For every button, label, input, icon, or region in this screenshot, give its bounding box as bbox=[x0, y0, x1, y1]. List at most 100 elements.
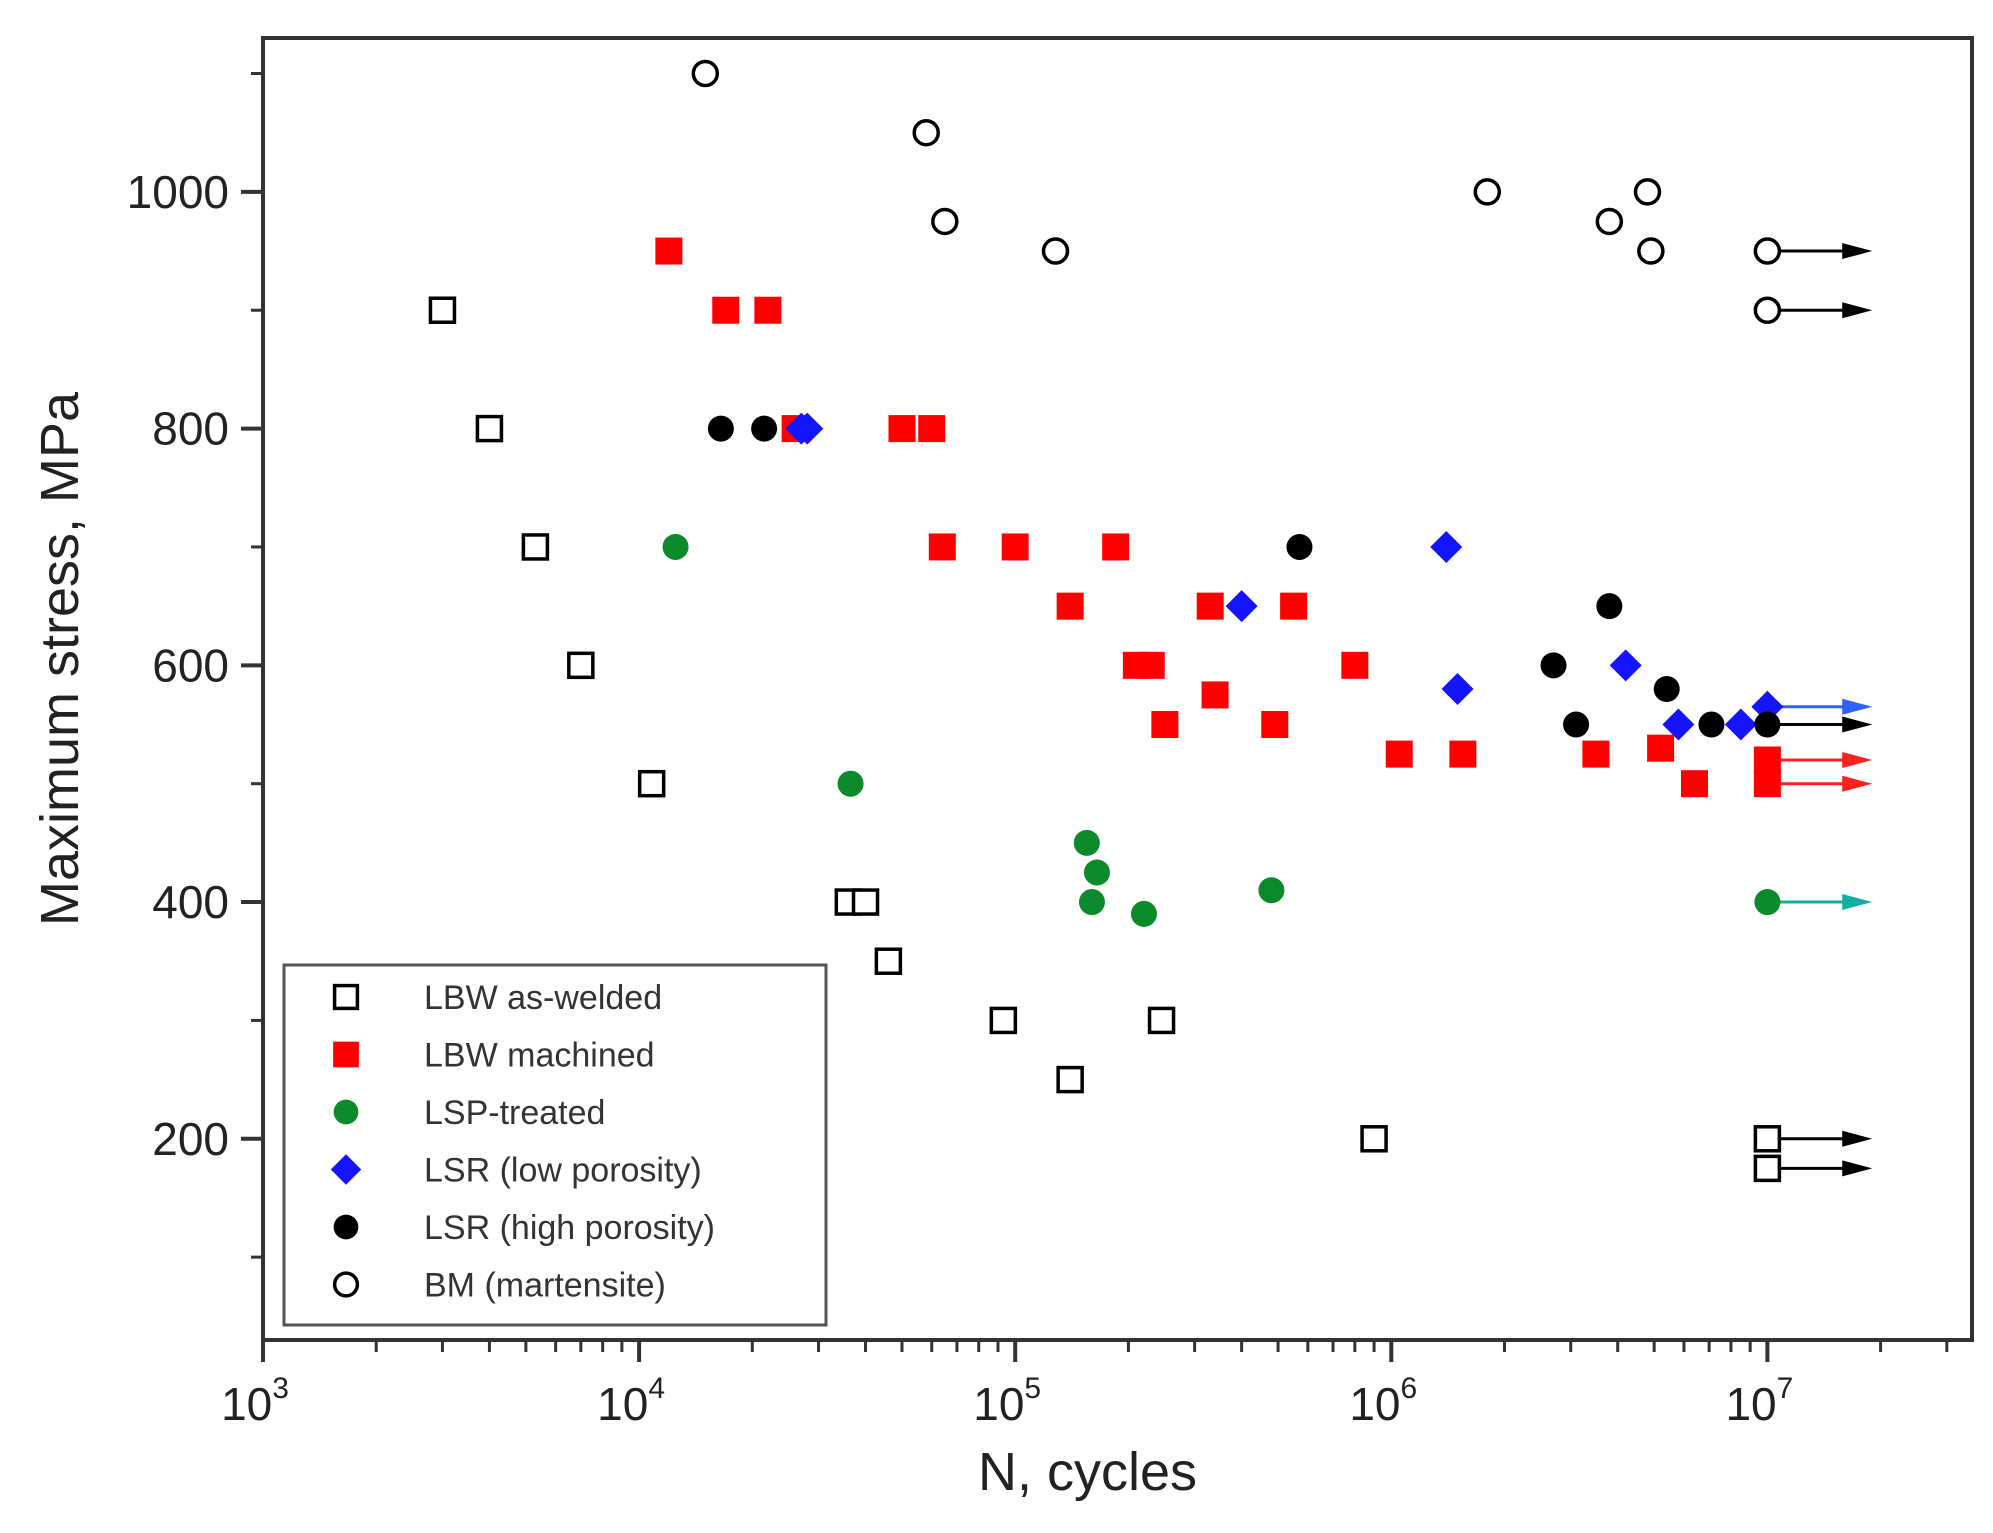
legend-label-lsr-high-porosity: LSR (high porosity) bbox=[424, 1209, 715, 1247]
x-tick-label: 105 bbox=[973, 1372, 1041, 1430]
y-tick-label: 600 bbox=[152, 639, 229, 691]
legend-label-lbw-as-welded: LBW as-welded bbox=[424, 979, 662, 1017]
runout-arrowhead bbox=[1842, 698, 1873, 715]
data-point-lbw-machined bbox=[712, 296, 740, 324]
x-tick-label: 103 bbox=[221, 1372, 289, 1430]
data-point-bm-martensite bbox=[931, 207, 959, 236]
legend-label-lsr-low-porosity: LSR (low porosity) bbox=[424, 1152, 702, 1190]
y-tick-label: 200 bbox=[152, 1113, 229, 1165]
legend-marker-lsr-low-porosity bbox=[330, 1154, 362, 1185]
legend-box bbox=[282, 963, 828, 1327]
legend-label-bm-martensite: BM (martensite) bbox=[424, 1267, 666, 1305]
data-point-lbw-as-welded bbox=[521, 533, 550, 561]
data-point-lsp-treated bbox=[837, 770, 864, 797]
runout-arrowhead bbox=[1842, 1160, 1873, 1177]
y-tick-label: 400 bbox=[152, 876, 229, 928]
data-point-lsr-high-porosity bbox=[707, 415, 734, 442]
data-point-lsr-low-porosity bbox=[791, 412, 824, 445]
data-point-lsr-low-porosity bbox=[1609, 649, 1642, 682]
data-point-bm-martensite bbox=[1637, 237, 1665, 265]
data-point-lbw-machined bbox=[1680, 770, 1708, 798]
data-point-lbw-machined bbox=[1102, 533, 1130, 561]
runout-arrows bbox=[1767, 243, 1873, 1177]
x-axis-title: N, cycles bbox=[978, 1442, 1197, 1502]
x-tick-label: 107 bbox=[1725, 1372, 1793, 1430]
data-point-lbw-machined bbox=[1582, 740, 1610, 768]
data-point-bm-martensite bbox=[1473, 178, 1502, 206]
data-point-lbw-machined bbox=[1056, 592, 1084, 620]
data-point-lsp-treated bbox=[1083, 859, 1110, 886]
data-point-bm-martensite bbox=[1633, 178, 1662, 206]
data-point-lbw-machined bbox=[928, 533, 956, 561]
data-point-lbw-as-welded bbox=[851, 888, 880, 916]
data-point-lbw-machined bbox=[1001, 533, 1029, 561]
x-tick-exponent: 7 bbox=[1777, 1372, 1794, 1405]
runout-arrowhead bbox=[1842, 1130, 1873, 1147]
legend-marker-lbw-machined bbox=[333, 1041, 359, 1068]
data-point-lbw-machined bbox=[1449, 740, 1477, 768]
x-tick-base: 10 bbox=[1725, 1378, 1776, 1430]
data-point-lbw-machined bbox=[1201, 681, 1229, 709]
data-point-lbw-machined bbox=[1647, 734, 1675, 762]
data-point-bm-martensite bbox=[1595, 207, 1624, 236]
x-tick-base: 10 bbox=[1349, 1378, 1400, 1430]
data-point-lsr-low-porosity bbox=[1225, 590, 1258, 623]
plot-frame bbox=[261, 36, 1974, 1342]
runout-arrowhead bbox=[1842, 894, 1873, 911]
x-tick-base: 10 bbox=[973, 1378, 1024, 1430]
x-tick-base: 10 bbox=[221, 1378, 272, 1430]
data-point-lsp-treated bbox=[1258, 877, 1285, 904]
data-point-lbw-as-welded bbox=[475, 414, 504, 443]
runout-arrowhead bbox=[1842, 716, 1873, 733]
runout-point-lbw-machined bbox=[1753, 746, 1781, 774]
y-tick-label: 1000 bbox=[127, 166, 229, 218]
data-point-lbw-machined bbox=[1341, 651, 1369, 679]
data-point-lsr-high-porosity bbox=[1286, 533, 1313, 560]
data-point-lbw-as-welded bbox=[1056, 1065, 1084, 1094]
x-tick-exponent: 4 bbox=[648, 1372, 665, 1405]
data-point-lbw-as-welded bbox=[989, 1006, 1018, 1035]
runout-point-lsp-treated bbox=[1754, 889, 1781, 916]
data-point-lsr-high-porosity bbox=[1653, 676, 1680, 702]
legend-label-lbw-machined: LBW machined bbox=[424, 1037, 655, 1075]
data-point-lbw-machined bbox=[888, 415, 916, 443]
data-point-lbw-as-welded bbox=[874, 947, 903, 975]
data-point-lbw-machined bbox=[655, 237, 683, 265]
runout-arrowhead bbox=[1842, 775, 1873, 792]
runout-point-bm-martensite bbox=[1753, 237, 1782, 265]
data-point-lsp-treated bbox=[1078, 889, 1105, 916]
data-point-lbw-machined bbox=[1151, 711, 1179, 739]
legend-marker-lsp-treated bbox=[333, 1099, 359, 1125]
data-point-lbw-machined bbox=[1280, 592, 1308, 620]
data-point-lbw-machined bbox=[1261, 711, 1289, 739]
legend-label-lsp-treated: LSP-treated bbox=[424, 1094, 605, 1132]
data-point-lbw-machined bbox=[918, 415, 946, 443]
data-point-lbw-machined bbox=[754, 296, 782, 324]
y-tick-label: 800 bbox=[152, 403, 229, 455]
runout-arrowhead bbox=[1842, 243, 1873, 260]
runout-point-bm-martensite bbox=[1753, 296, 1782, 324]
data-point-lsp-treated bbox=[1073, 829, 1100, 856]
data-point-bm-martensite bbox=[912, 118, 940, 147]
data-point-lsp-treated bbox=[1130, 900, 1157, 927]
runout-point-lbw-as-welded bbox=[1753, 1125, 1782, 1153]
data-point-lsr-high-porosity bbox=[751, 415, 778, 442]
data-point-lbw-as-welded bbox=[428, 296, 457, 324]
data-point-lbw-as-welded bbox=[637, 769, 666, 798]
data-point-lbw-machined bbox=[1196, 592, 1224, 620]
data-point-lsr-low-porosity bbox=[1662, 708, 1695, 741]
x-tick-exponent: 3 bbox=[272, 1372, 289, 1405]
x-tick-exponent: 6 bbox=[1401, 1372, 1418, 1405]
legend-marker-lbw-as-welded bbox=[332, 983, 360, 1011]
data-points bbox=[428, 59, 1784, 1183]
data-point-lsp-treated bbox=[662, 533, 689, 560]
runout-arrowhead bbox=[1842, 302, 1873, 319]
runout-point-lbw-as-welded bbox=[1753, 1154, 1782, 1183]
data-point-lsr-high-porosity bbox=[1563, 711, 1590, 738]
data-point-lbw-as-welded bbox=[1360, 1125, 1388, 1153]
data-point-lsr-low-porosity bbox=[1430, 530, 1463, 563]
data-point-bm-martensite bbox=[1041, 237, 1070, 265]
data-point-bm-martensite bbox=[691, 59, 720, 88]
data-point-lsr-high-porosity bbox=[1540, 652, 1567, 679]
